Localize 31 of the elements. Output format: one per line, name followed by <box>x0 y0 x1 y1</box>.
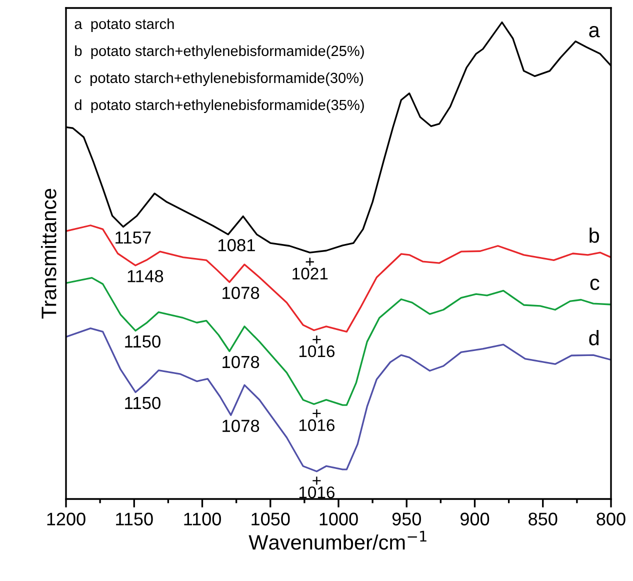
annotation: 1081 <box>218 239 255 252</box>
annotation: 1078 <box>222 356 260 368</box>
series-label: d <box>589 330 599 346</box>
annotation: + 1016 <box>299 335 335 358</box>
annotation: b potato starch+ethylenebisformamide(25%) <box>75 45 364 59</box>
x-tick-label: 1100 <box>184 512 221 526</box>
series-label: b <box>590 228 600 243</box>
annotation: + 1021 <box>292 258 328 280</box>
x-tick-label: 1000 <box>320 512 358 526</box>
series-label: c <box>590 278 600 290</box>
x-axis-title: Wavenumber/cm$^{−1}$ <box>248 530 426 550</box>
x-tick-label: 950 <box>392 512 421 526</box>
x-tick-label: 800 <box>596 512 626 526</box>
x-tick-label: 850 <box>528 512 558 526</box>
annotation: d potato starch+ethylenebisformamide(35%) <box>74 99 364 113</box>
annotation: 1150 <box>125 335 160 348</box>
series-label: a <box>589 26 600 38</box>
annotation: 1148 <box>128 270 164 282</box>
annotation: + 1016 <box>299 409 335 432</box>
annotation: 1078 <box>222 286 260 300</box>
x-tick-label: 1050 <box>252 512 290 526</box>
x-tick-label: 1200 <box>47 512 86 526</box>
annotation: a potato starch <box>74 18 174 32</box>
x-tick-label: 1150 <box>116 512 153 526</box>
x-tick-label: 900 <box>460 512 490 526</box>
annotation: 1150 <box>125 396 160 410</box>
annotation: + 1016 <box>299 476 335 498</box>
annotation: 1078 <box>222 420 260 432</box>
y-axis-title: Transmittance <box>41 188 56 319</box>
annotation: 1157 <box>116 232 151 244</box>
annotation: c potato starch+ethylenebisformamide(30%) <box>74 72 364 86</box>
